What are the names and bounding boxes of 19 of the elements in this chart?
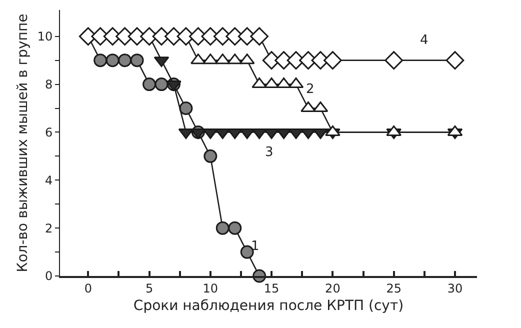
x-tick-label: 0: [84, 281, 92, 296]
x-tick-label: 5: [145, 281, 154, 296]
series-label: 1: [251, 239, 260, 254]
y-tick-label: 10: [37, 30, 53, 44]
x-tick-label: 20: [325, 281, 340, 296]
y-tick-label: 2: [44, 221, 53, 236]
y-tick-label: 0: [44, 269, 53, 284]
series-label: 2: [306, 82, 314, 97]
x-tick-label: 25: [386, 281, 402, 296]
x-axis-title: Сроки наблюдения после КРТП (сут): [133, 298, 404, 314]
y-tick-label: 8: [44, 77, 53, 92]
series-label: 3: [265, 145, 274, 160]
x-tick-label: 10: [202, 281, 218, 296]
y-tick-label: 4: [44, 173, 53, 188]
x-tick-label: 15: [264, 281, 280, 296]
x-tick-label: 30: [447, 281, 463, 296]
y-axis-title: Кол-во выживших мышей в группе: [14, 14, 31, 272]
series-label: 4: [420, 33, 428, 48]
y-tick-label: 6: [44, 125, 53, 140]
